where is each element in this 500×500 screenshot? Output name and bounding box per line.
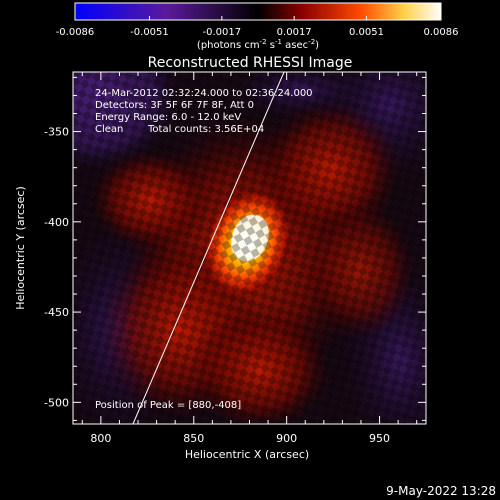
plot-title: Reconstructed RHESSI Image xyxy=(148,55,353,71)
colorbar-gradient xyxy=(74,2,442,21)
colorbar-tick-label: 0.0051 xyxy=(349,27,384,38)
x-tick-label: 950 xyxy=(369,432,390,445)
info-time-range: 24-Mar-2012 02:32:24.000 to 02:36:24.000 xyxy=(95,88,313,99)
colorbar-tick-label: 0.0086 xyxy=(424,27,459,38)
info-detectors: Detectors: 3F 5F 6F 7F 8F, Att 0 xyxy=(95,100,254,111)
x-tick-label: 800 xyxy=(90,432,111,445)
y-tick-label: -500 xyxy=(44,396,69,409)
info-method: Clean xyxy=(95,124,123,135)
info-energy-range: Energy Range: 6.0 - 12.0 keV xyxy=(95,112,241,123)
y-tick-label: -400 xyxy=(44,216,69,229)
colorbar-tick-label: 0.0017 xyxy=(277,27,312,38)
info-text: 24-Mar-2012 02:32:24.000 to 02:36:24.000… xyxy=(95,88,313,135)
y-tick-label: -350 xyxy=(44,126,69,139)
solar-limb-line xyxy=(132,72,285,424)
x-tick-label: 900 xyxy=(276,432,297,445)
x-tick-label: 850 xyxy=(183,432,204,445)
colorbar-units: (photons cm-2 s-1 asec-2) xyxy=(197,38,319,51)
footer-date: 9-May-2022 13:28 xyxy=(386,484,496,498)
colorbar-tick-label: -0.0086 xyxy=(56,27,95,38)
y-tick-label: -450 xyxy=(44,306,69,319)
colorbar-ticks: -0.0086 -0.0051 -0.0017 0.0017 0.0051 0.0086 xyxy=(56,16,459,38)
y-axis-label: Heliocentric Y (arcsec) xyxy=(14,186,27,310)
x-axis-ticks: 800 850 900 950 xyxy=(81,72,418,445)
colorbar-tick-label: -0.0017 xyxy=(203,27,242,38)
rhessi-image xyxy=(73,72,426,424)
x-axis-label: Heliocentric X (arcsec) xyxy=(185,448,309,461)
info-total-counts: Total counts: 3.56E+04 xyxy=(147,124,264,135)
colorbar-tick-label: -0.0051 xyxy=(130,27,169,38)
colorbar: -0.0086 -0.0051 -0.0017 0.0017 0.0051 0.0086 … xyxy=(56,2,459,51)
peak-position: Position of Peak = [880,-408] xyxy=(95,400,241,411)
y-axis-ticks: -350 -400 -450 -500 xyxy=(44,76,426,421)
